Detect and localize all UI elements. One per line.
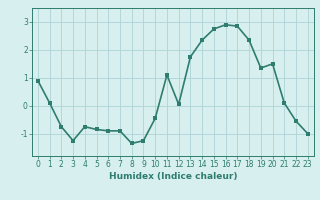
X-axis label: Humidex (Indice chaleur): Humidex (Indice chaleur) [108,172,237,181]
